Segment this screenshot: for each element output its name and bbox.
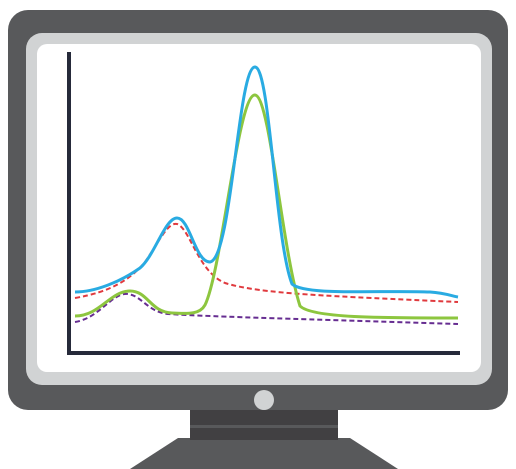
monitor-base [130,438,398,469]
blue-curve [74,65,459,299]
monitor-neck [190,405,338,440]
monitor-screen [37,44,481,372]
monitor-neck-stripe [190,425,338,428]
power-button [254,390,274,410]
